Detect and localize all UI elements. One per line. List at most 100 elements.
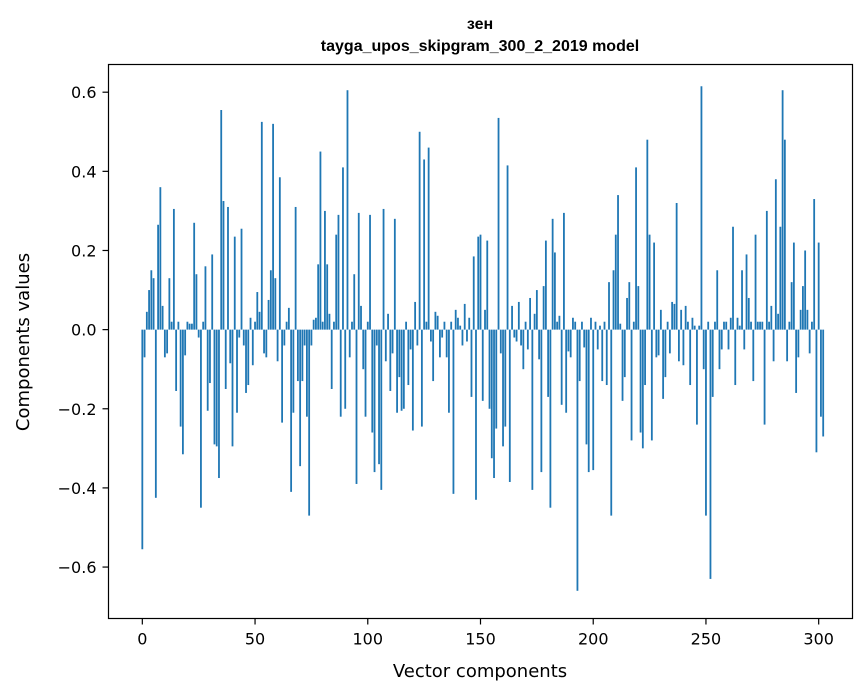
bar (786, 329, 789, 362)
bar (817, 242, 820, 330)
bar (594, 321, 597, 330)
bar (563, 212, 565, 330)
bar (242, 329, 245, 346)
bar (590, 317, 592, 330)
bar (763, 329, 766, 425)
bar (466, 329, 468, 342)
bar (398, 329, 401, 378)
bar (795, 329, 798, 393)
bar (157, 224, 159, 330)
bar (170, 321, 173, 330)
y-axis-label: Components values (13, 253, 34, 431)
bar (184, 329, 187, 356)
bar (396, 329, 398, 413)
bar (714, 321, 716, 330)
bar (655, 329, 658, 358)
bar (662, 329, 665, 399)
x-tick-label: 300 (803, 630, 834, 649)
bar (806, 309, 809, 330)
bar (231, 329, 234, 447)
bar (653, 242, 655, 330)
bar (619, 323, 622, 330)
bar (738, 325, 741, 330)
bar (213, 329, 216, 445)
bar (152, 278, 155, 330)
bar (315, 317, 317, 330)
bar (191, 323, 193, 330)
x-axis-ticks: 0 50 100 150 200 250 300 (137, 618, 834, 649)
bar (337, 214, 340, 330)
bar (272, 123, 274, 330)
bar (400, 329, 403, 411)
bar (233, 236, 236, 330)
bar (808, 329, 811, 354)
bar (700, 86, 703, 330)
bar (159, 187, 162, 330)
bar (650, 329, 653, 441)
bar (384, 329, 387, 362)
bar (581, 321, 583, 330)
bar (481, 329, 484, 401)
x-tick-label: 0 (137, 630, 147, 649)
x-tick-label: 50 (245, 630, 265, 649)
bar (143, 329, 146, 358)
bar (416, 329, 419, 346)
bar (454, 309, 457, 330)
bar (222, 201, 225, 330)
bar (513, 329, 516, 338)
bar (734, 329, 737, 386)
bar (278, 177, 281, 330)
bar (725, 321, 728, 330)
bar (306, 329, 308, 417)
bar (583, 329, 586, 348)
bar (741, 270, 743, 330)
bar (382, 208, 385, 330)
bar (774, 179, 777, 330)
bar (445, 329, 448, 358)
bar (585, 329, 588, 445)
bar (436, 315, 439, 330)
bar (587, 329, 590, 473)
bar (574, 321, 577, 330)
bar (407, 329, 410, 386)
bar (251, 329, 254, 366)
bar (576, 329, 579, 591)
bar (556, 321, 559, 330)
bar (626, 297, 628, 330)
bar (804, 250, 807, 330)
bar (405, 321, 407, 330)
bar (357, 212, 360, 330)
bar (565, 329, 568, 413)
bar (434, 311, 437, 330)
bar (448, 329, 450, 413)
bar (675, 203, 678, 330)
bar (630, 329, 633, 441)
bar (353, 274, 356, 330)
bar (263, 329, 265, 354)
bar (360, 305, 362, 330)
bar (493, 329, 495, 479)
bar (599, 325, 601, 330)
bar (567, 329, 570, 352)
bar (369, 214, 371, 330)
bar (508, 329, 511, 482)
chart-subtitle: tayga_upos_skipgram_300_2_2019 model (321, 38, 639, 55)
bar (696, 329, 698, 425)
bar (179, 329, 182, 427)
bar (668, 329, 671, 354)
bar (209, 329, 211, 384)
bar (770, 305, 773, 330)
bar (175, 329, 178, 391)
bar (572, 317, 574, 330)
bar (772, 329, 775, 362)
bar (468, 317, 471, 330)
bar (425, 321, 428, 330)
x-tick-label: 200 (578, 630, 609, 649)
bar (732, 226, 734, 330)
bar (238, 329, 241, 338)
bar (637, 286, 640, 330)
bar (321, 321, 324, 330)
bar (463, 303, 466, 330)
bar (687, 321, 689, 330)
bar (236, 329, 238, 413)
